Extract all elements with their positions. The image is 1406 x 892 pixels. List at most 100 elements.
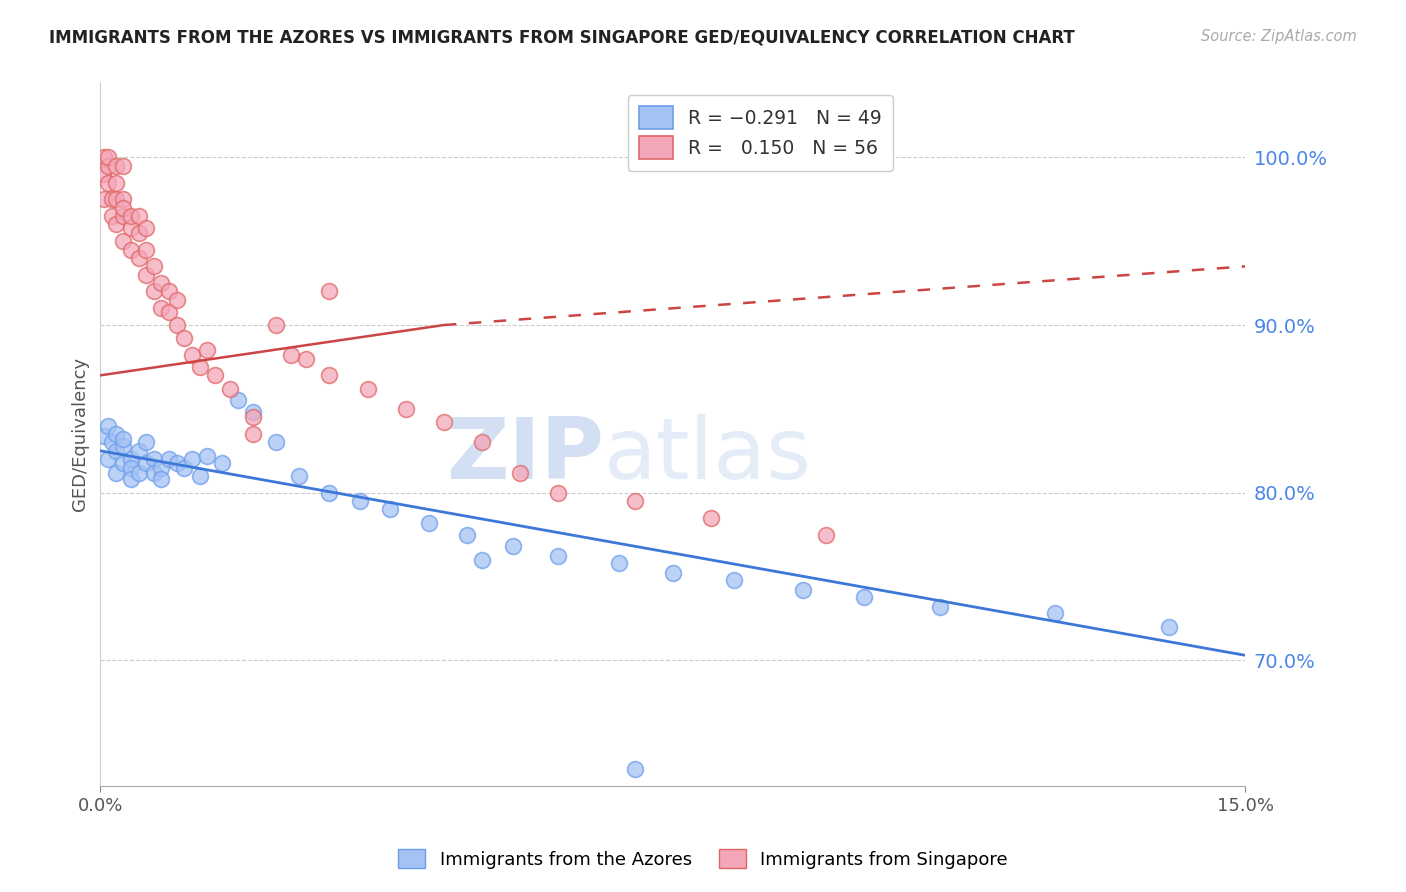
Point bbox=[318, 485, 340, 500]
Point bbox=[150, 472, 173, 486]
Point bbox=[112, 234, 135, 248]
Point bbox=[112, 456, 135, 470]
Point bbox=[112, 209, 135, 223]
Point bbox=[93, 150, 115, 164]
Point bbox=[509, 466, 531, 480]
Point bbox=[211, 456, 233, 470]
Point bbox=[433, 415, 456, 429]
Point bbox=[456, 527, 478, 541]
Text: IMMIGRANTS FROM THE AZORES VS IMMIGRANTS FROM SINGAPORE GED/EQUIVALENCY CORRELAT: IMMIGRANTS FROM THE AZORES VS IMMIGRANTS… bbox=[49, 29, 1076, 46]
Point bbox=[226, 393, 249, 408]
Legend: Immigrants from the Azores, Immigrants from Singapore: Immigrants from the Azores, Immigrants f… bbox=[391, 842, 1015, 876]
Text: Source: ZipAtlas.com: Source: ZipAtlas.com bbox=[1201, 29, 1357, 44]
Point bbox=[120, 220, 142, 235]
Point bbox=[195, 343, 218, 358]
Point bbox=[471, 435, 494, 450]
Point bbox=[181, 452, 204, 467]
Point bbox=[97, 159, 120, 173]
Point bbox=[135, 220, 157, 235]
Point bbox=[142, 452, 165, 467]
Point bbox=[1157, 620, 1180, 634]
Point bbox=[120, 452, 142, 467]
Point bbox=[188, 469, 211, 483]
Point bbox=[128, 226, 150, 240]
Point bbox=[112, 192, 135, 206]
Point bbox=[792, 582, 814, 597]
Y-axis label: GED/Equivalency: GED/Equivalency bbox=[72, 357, 89, 511]
Point bbox=[173, 460, 195, 475]
Point bbox=[97, 150, 120, 164]
Point bbox=[101, 192, 124, 206]
Point bbox=[104, 466, 127, 480]
Point bbox=[195, 449, 218, 463]
Point bbox=[120, 209, 142, 223]
Point bbox=[318, 285, 340, 299]
Point bbox=[395, 401, 418, 416]
Point bbox=[662, 566, 685, 581]
Point bbox=[295, 351, 318, 366]
Point bbox=[142, 285, 165, 299]
Point bbox=[547, 549, 569, 564]
Point bbox=[166, 293, 188, 307]
Point bbox=[91, 167, 114, 181]
Point bbox=[471, 553, 494, 567]
Point bbox=[157, 304, 180, 318]
Point bbox=[135, 435, 157, 450]
Point bbox=[349, 494, 371, 508]
Point bbox=[242, 410, 264, 425]
Point bbox=[502, 540, 524, 554]
Point bbox=[204, 368, 226, 383]
Point bbox=[101, 209, 124, 223]
Point bbox=[852, 590, 875, 604]
Text: ZIP: ZIP bbox=[447, 414, 605, 497]
Point bbox=[264, 318, 287, 332]
Point bbox=[181, 348, 204, 362]
Point bbox=[120, 243, 142, 257]
Point bbox=[150, 276, 173, 290]
Point bbox=[242, 427, 264, 442]
Point bbox=[97, 418, 120, 433]
Point bbox=[97, 176, 120, 190]
Text: atlas: atlas bbox=[605, 414, 813, 497]
Point bbox=[723, 573, 745, 587]
Point bbox=[104, 443, 127, 458]
Point bbox=[112, 439, 135, 453]
Point bbox=[700, 511, 723, 525]
Point bbox=[264, 435, 287, 450]
Point bbox=[120, 472, 142, 486]
Point bbox=[104, 159, 127, 173]
Point bbox=[128, 466, 150, 480]
Point bbox=[623, 763, 645, 777]
Point bbox=[814, 527, 837, 541]
Point bbox=[280, 348, 302, 362]
Point bbox=[112, 201, 135, 215]
Point bbox=[166, 456, 188, 470]
Point bbox=[104, 192, 127, 206]
Point bbox=[112, 432, 135, 446]
Point bbox=[93, 192, 115, 206]
Point bbox=[104, 218, 127, 232]
Point bbox=[157, 285, 180, 299]
Point bbox=[157, 452, 180, 467]
Point bbox=[242, 405, 264, 419]
Point bbox=[318, 368, 340, 383]
Point bbox=[929, 599, 952, 614]
Point bbox=[1043, 607, 1066, 621]
Legend: R = −0.291   N = 49, R =   0.150   N = 56: R = −0.291 N = 49, R = 0.150 N = 56 bbox=[627, 95, 893, 170]
Point bbox=[104, 176, 127, 190]
Point bbox=[135, 456, 157, 470]
Point bbox=[150, 301, 173, 316]
Point bbox=[142, 466, 165, 480]
Point bbox=[120, 460, 142, 475]
Point bbox=[380, 502, 402, 516]
Point bbox=[418, 516, 440, 530]
Point bbox=[219, 382, 242, 396]
Point bbox=[128, 251, 150, 265]
Point bbox=[93, 428, 115, 442]
Point bbox=[142, 260, 165, 274]
Point bbox=[547, 485, 569, 500]
Point bbox=[356, 382, 378, 396]
Point bbox=[101, 435, 124, 450]
Point bbox=[97, 452, 120, 467]
Point bbox=[166, 318, 188, 332]
